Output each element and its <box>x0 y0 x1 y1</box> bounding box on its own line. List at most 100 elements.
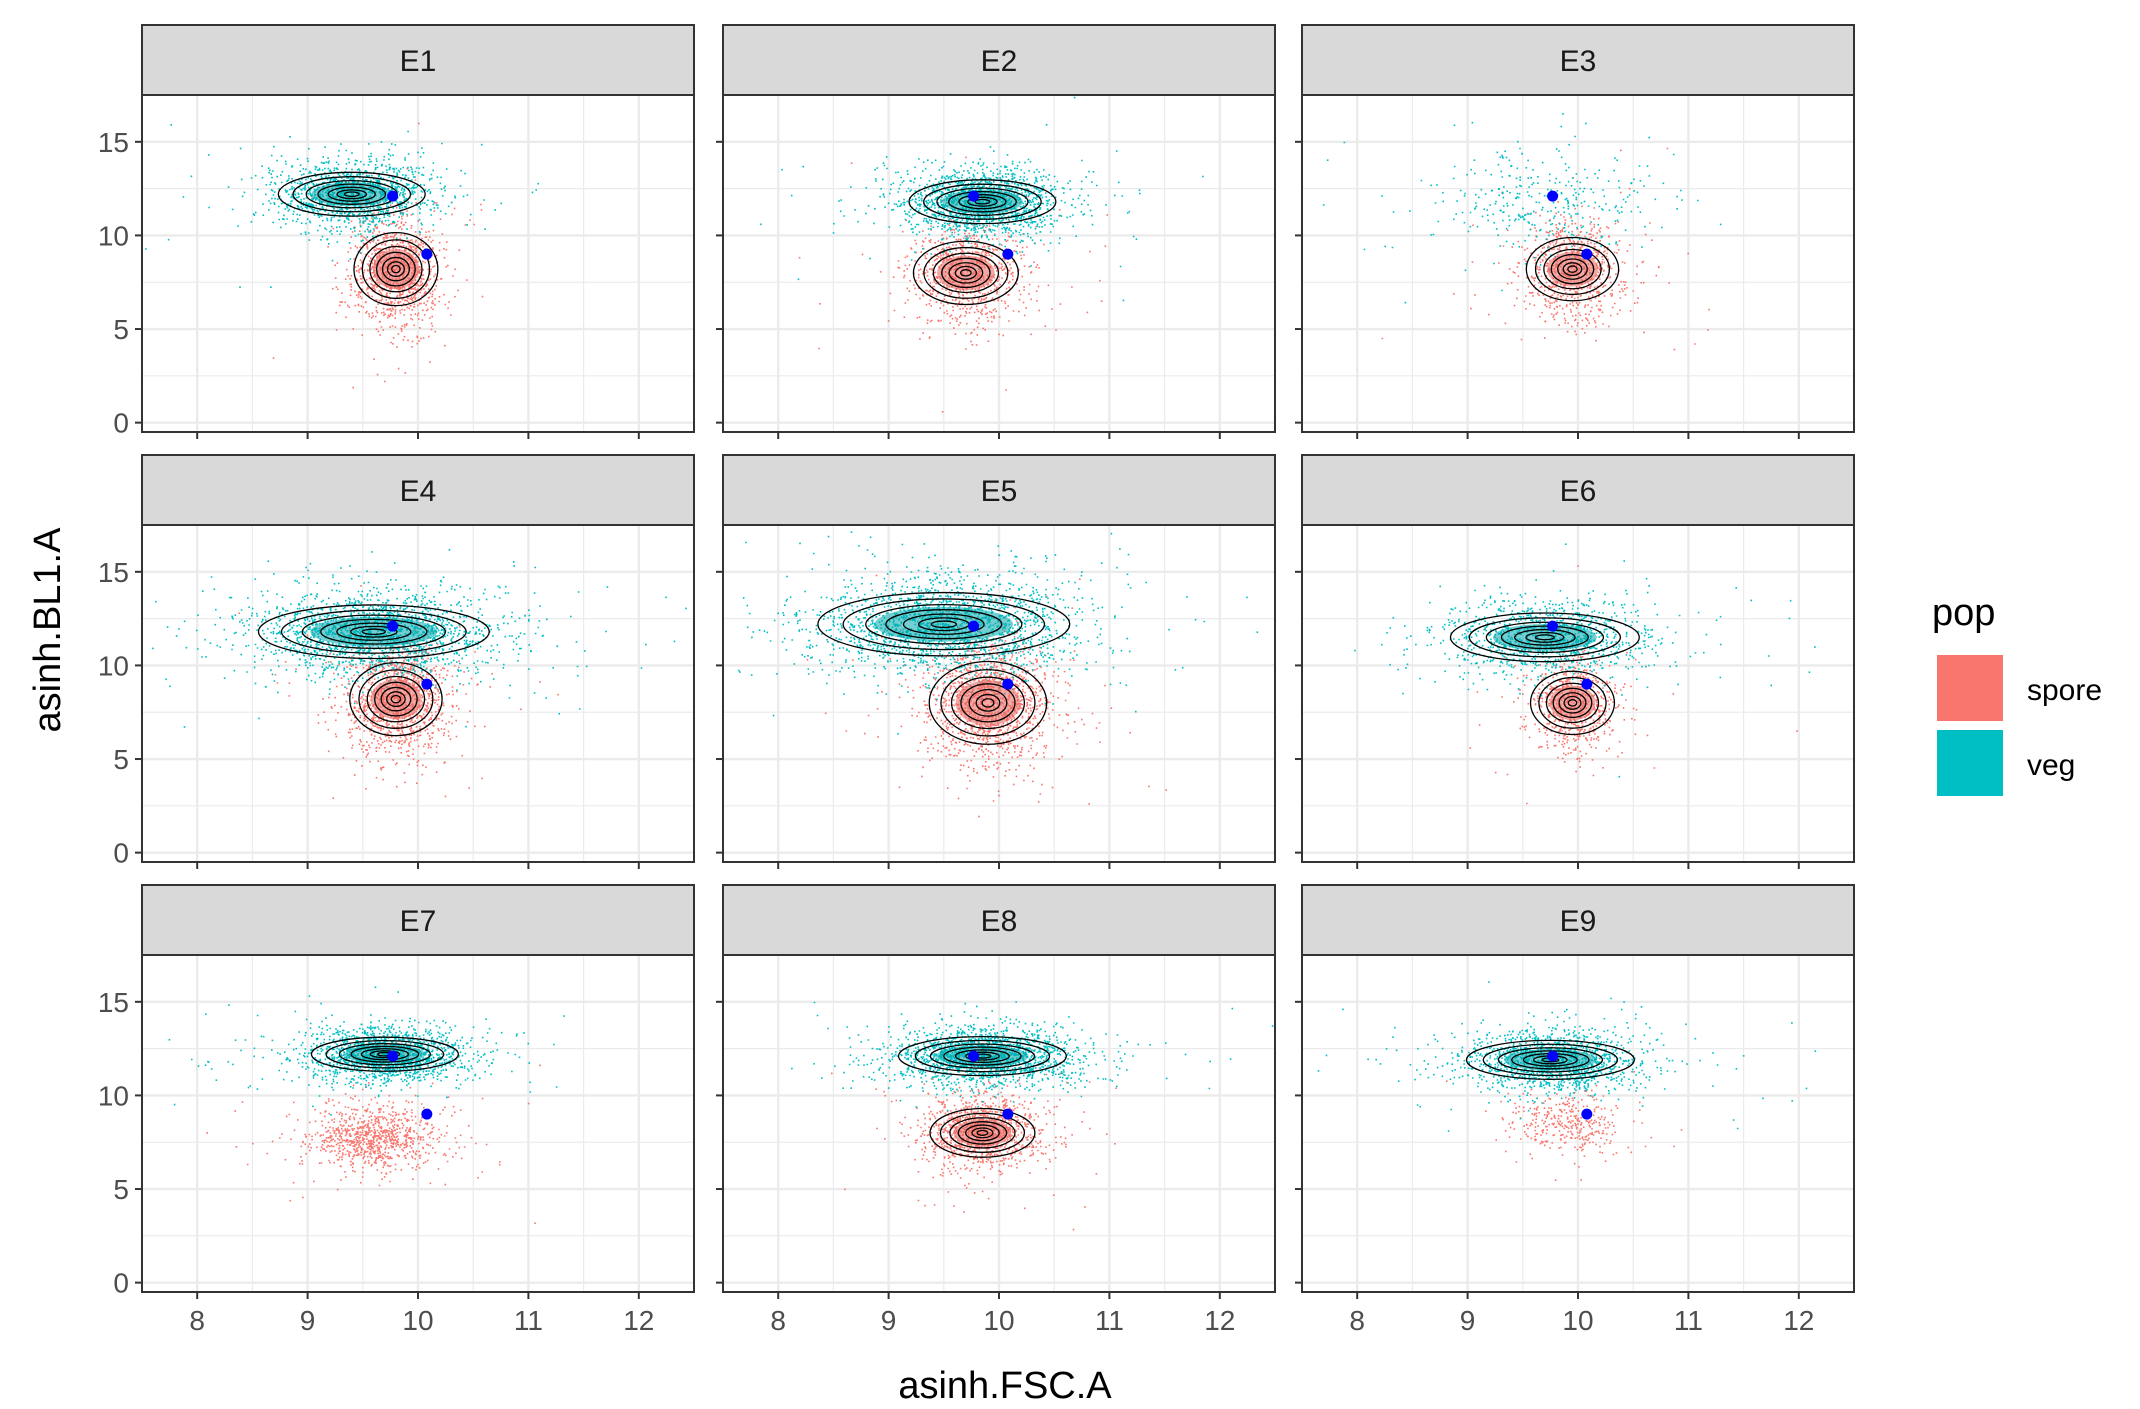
spore-contours <box>912 240 1019 306</box>
x-tick-label: 8 <box>189 1305 205 1336</box>
spore-contours <box>1525 236 1620 302</box>
x-tick-label: 9 <box>300 1305 316 1336</box>
facet-strip <box>722 884 1276 956</box>
facet-strip-label: E9 <box>1560 905 1597 938</box>
veg-contours <box>277 171 426 217</box>
x-tick-label: 8 <box>770 1305 786 1336</box>
facet-strip-label: E5 <box>981 475 1018 508</box>
facet-panel-e7: E7 0 5 10 15 8 9 10 11 12 <box>98 884 695 1336</box>
veg-contours <box>817 591 1071 657</box>
reference-point-2 <box>421 1108 433 1120</box>
spore-contours <box>349 661 443 737</box>
y-tick-label: 5 <box>113 744 129 775</box>
veg-contours <box>257 604 490 660</box>
x-tick-label: 10 <box>983 1305 1014 1336</box>
x-tick-label: 12 <box>1204 1305 1235 1336</box>
spore-contours <box>1529 670 1616 736</box>
y-tick-label: 10 <box>98 1080 129 1111</box>
facet-strip <box>1301 454 1855 526</box>
spore-contours <box>929 1107 1036 1158</box>
legend-label-veg: veg <box>2027 749 2075 782</box>
facet-panel-e1: E1 0 5 10 15 <box>98 24 695 439</box>
y-tick-label: 5 <box>113 1174 129 1205</box>
reference-point-1 <box>968 1050 980 1062</box>
y-tick-label: 15 <box>98 557 129 588</box>
reference-point-2 <box>1002 1108 1014 1120</box>
spore-contours <box>353 231 439 307</box>
facet-strip <box>722 24 1276 96</box>
facet-strip-label: E8 <box>981 905 1018 938</box>
x-tick-label: 11 <box>1674 1305 1703 1336</box>
reference-point-1 <box>1547 620 1559 632</box>
x-tick-label: 12 <box>623 1305 654 1336</box>
facet-panel-e5: E5 <box>716 454 1276 869</box>
veg-points <box>1354 543 1816 778</box>
reference-point-1 <box>387 620 399 632</box>
veg-contours <box>1449 612 1640 663</box>
x-tick-label: 10 <box>1562 1305 1593 1336</box>
x-tick-label: 9 <box>1460 1305 1476 1336</box>
legend-key-spore <box>1937 655 2003 721</box>
facet-panel-e2: E2 <box>716 24 1276 439</box>
reference-point-1 <box>1547 190 1559 202</box>
reference-point-1 <box>968 190 980 202</box>
facet-strip-label: E1 <box>400 45 437 78</box>
veg-points <box>791 1001 1275 1112</box>
reference-point-1 <box>968 620 980 632</box>
y-tick-label: 0 <box>113 1268 129 1299</box>
grid-lines <box>1301 524 1855 862</box>
facet-strip-label: E3 <box>1560 45 1597 78</box>
facet-panel-e4: E4 0 5 10 15 <box>98 454 695 869</box>
y-tick-label: 5 <box>113 314 129 345</box>
x-tick-label: 11 <box>1095 1305 1124 1336</box>
facet-strip-label: E4 <box>400 475 437 508</box>
facet-strip-label: E2 <box>981 45 1018 78</box>
facet-strip <box>1301 884 1855 956</box>
veg-contours <box>897 1035 1067 1077</box>
reference-point-2 <box>1002 678 1014 690</box>
legend-label-spore: spore <box>2027 674 2102 707</box>
legend: pop spore veg <box>1932 592 2102 796</box>
y-tick-label: 15 <box>98 987 129 1018</box>
x-tick-label: 10 <box>402 1305 433 1336</box>
x-tick-label: 9 <box>881 1305 897 1336</box>
x-tick-label: 8 <box>1349 1305 1365 1336</box>
reference-point-2 <box>1581 678 1593 690</box>
y-axis-title: asinh.BL1.A <box>27 527 69 733</box>
facet-strip-label: E7 <box>400 905 437 938</box>
facet-panel-e6: E6 <box>1295 454 1855 869</box>
spore-points <box>206 1064 541 1224</box>
facet-panel-e3: E3 <box>1295 24 1855 439</box>
reference-point-2 <box>421 248 433 260</box>
y-tick-label: 0 <box>113 838 129 869</box>
y-tick-label: 10 <box>98 220 129 251</box>
veg-contours <box>908 179 1057 225</box>
facet-panel-e9: E9 8 9 10 11 12 <box>1295 884 1855 1336</box>
x-tick-label: 12 <box>1783 1305 1814 1336</box>
spore-contours <box>928 660 1048 745</box>
facet-strip <box>141 454 695 526</box>
y-tick-label: 0 <box>113 408 129 439</box>
spore-points <box>272 122 484 389</box>
x-axis-title: asinh.FSC.A <box>898 1365 1112 1407</box>
facet-strip <box>722 454 1276 526</box>
facet-strip-label: E6 <box>1560 475 1597 508</box>
reference-point-1 <box>1547 1050 1559 1062</box>
reference-point-1 <box>387 1050 399 1062</box>
reference-point-2 <box>1581 248 1593 260</box>
legend-title: pop <box>1932 592 1995 634</box>
x-tick-label: 11 <box>514 1305 543 1336</box>
reference-point-2 <box>1581 1108 1593 1120</box>
facet-panel-e8: E8 8 9 10 11 12 <box>716 884 1276 1336</box>
reference-point-2 <box>1002 248 1014 260</box>
y-tick-label: 15 <box>98 127 129 158</box>
reference-point-2 <box>421 678 433 690</box>
veg-points <box>145 124 539 288</box>
legend-key-veg <box>1937 730 2003 796</box>
grid-lines <box>1301 94 1855 432</box>
reference-point-1 <box>387 190 399 202</box>
grid-lines <box>141 524 695 862</box>
y-tick-label: 10 <box>98 650 129 681</box>
facet-strip <box>141 24 695 96</box>
